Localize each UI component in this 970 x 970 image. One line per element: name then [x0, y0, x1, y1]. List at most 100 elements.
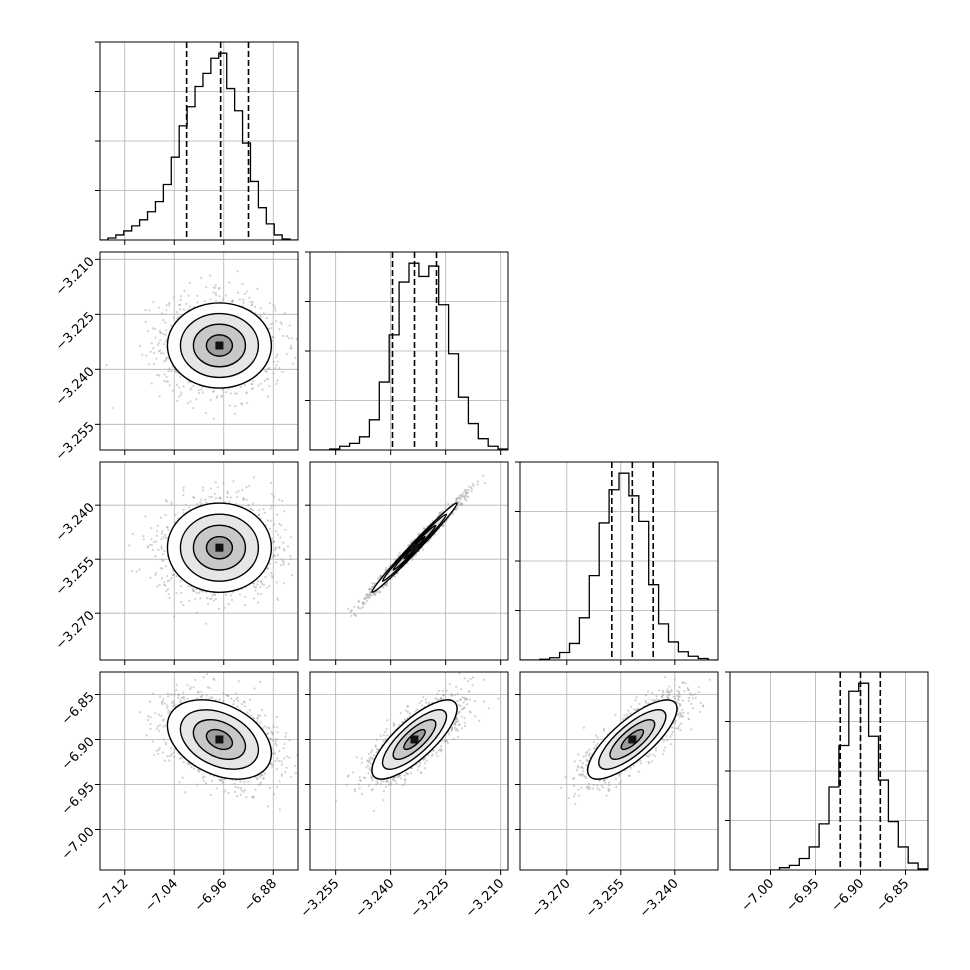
- sample-point: [271, 336, 274, 339]
- sample-point: [226, 496, 229, 499]
- sample-point: [266, 567, 269, 570]
- sample-point: [166, 526, 169, 529]
- sample-point: [244, 595, 247, 599]
- sample-point: [176, 399, 179, 403]
- sample-point: [270, 574, 273, 578]
- sample-point: [182, 508, 185, 511]
- sample-point: [256, 601, 260, 604]
- sample-point: [472, 484, 475, 487]
- sample-point: [214, 286, 217, 289]
- sample-point: [163, 549, 166, 553]
- sample-point: [192, 384, 195, 387]
- sample-point: [278, 328, 281, 331]
- sample-point: [461, 503, 464, 506]
- sample-point: [454, 508, 457, 511]
- sample-point: [355, 614, 358, 618]
- sample-point: [175, 383, 179, 386]
- sample-point: [304, 556, 306, 558]
- sample-point: [242, 496, 245, 500]
- sample-point: [204, 501, 208, 504]
- sample-point: [261, 582, 264, 586]
- sample-point: [272, 553, 275, 556]
- sample-point: [131, 532, 134, 535]
- sample-point: [159, 516, 162, 519]
- sample-point: [158, 583, 161, 587]
- sample-point: [350, 614, 353, 618]
- sample-point: [256, 583, 259, 586]
- sample-point: [204, 498, 207, 501]
- sample-point: [470, 487, 473, 490]
- sample-point: [246, 290, 249, 293]
- sample-point: [361, 601, 364, 604]
- sample-point: [155, 540, 158, 543]
- sample-point: [271, 556, 275, 559]
- sample-point: [175, 575, 178, 578]
- sample-point: [218, 496, 221, 499]
- sample-point: [200, 388, 203, 391]
- sample-point: [167, 528, 170, 531]
- sample-point: [252, 502, 255, 505]
- sample-point: [266, 586, 269, 589]
- sample-point: [179, 375, 182, 379]
- sample-point: [259, 316, 262, 319]
- sample-point: [135, 570, 138, 573]
- sample-point: [226, 492, 229, 495]
- sample-point: [200, 498, 203, 501]
- sample-point: [476, 483, 479, 486]
- sample-point: [222, 482, 225, 485]
- sample-point: [272, 304, 275, 307]
- sample-point: [168, 302, 171, 305]
- sample-point: [187, 585, 190, 588]
- sample-point: [170, 503, 173, 506]
- sample-point: [254, 305, 257, 308]
- sample-point: [280, 564, 283, 567]
- y-tick-label: −3.240: [53, 500, 98, 545]
- sample-point: [242, 498, 246, 501]
- sample-point: [379, 574, 382, 577]
- sample-point: [166, 380, 169, 383]
- sample-point: [174, 513, 177, 517]
- sample-point: [182, 308, 186, 311]
- sample-point: [180, 393, 183, 396]
- sample-point: [160, 577, 164, 580]
- sample-point: [163, 360, 166, 363]
- y-tick-label: −3.255: [53, 554, 98, 599]
- sample-point: [458, 494, 461, 498]
- sample-point: [279, 536, 282, 539]
- sample-point: [175, 591, 178, 595]
- sample-point: [482, 474, 485, 477]
- sample-point: [164, 499, 167, 502]
- sample-point: [217, 607, 220, 610]
- sample-point: [160, 558, 163, 561]
- sample-point: [371, 582, 374, 585]
- sample-point: [361, 602, 364, 605]
- sample-point: [231, 300, 234, 303]
- sample-point: [280, 524, 283, 527]
- sample-point: [243, 292, 247, 295]
- sample-point: [272, 540, 275, 544]
- sample-point: [232, 480, 235, 483]
- sample-point: [168, 579, 171, 582]
- histogram-step: [100, 52, 298, 240]
- sample-point: [277, 533, 280, 536]
- sample-point: [224, 294, 227, 297]
- sample-point: [418, 532, 421, 535]
- sample-point: [290, 337, 294, 340]
- sample-point: [362, 602, 365, 605]
- sample-point: [253, 582, 256, 585]
- sample-point: [160, 331, 163, 334]
- sample-point: [364, 598, 367, 601]
- sample-point: [190, 386, 193, 390]
- sample-point: [252, 476, 255, 479]
- sample-point: [266, 367, 269, 370]
- sample-point: [299, 364, 301, 366]
- sample-point: [289, 347, 292, 350]
- sample-point: [155, 357, 158, 360]
- sample-point: [203, 300, 207, 303]
- sample-point: [462, 491, 465, 494]
- sample-point: [164, 340, 168, 343]
- sample-point: [279, 321, 282, 324]
- sample-point: [198, 501, 202, 504]
- sample-point: [209, 487, 213, 490]
